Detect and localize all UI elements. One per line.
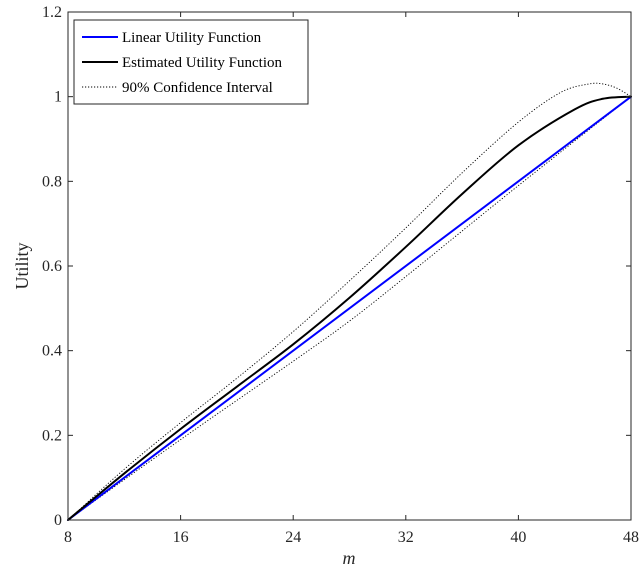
y-tick-label: 0: [54, 512, 62, 529]
y-tick-label: 0.2: [42, 427, 62, 444]
x-tick-label: 40: [510, 529, 526, 546]
y-tick-label: 0.6: [42, 258, 62, 275]
x-axis-title: m: [343, 548, 356, 568]
y-tick-label: 1: [54, 89, 62, 106]
linear-utility-line: [67, 95, 632, 521]
y-axis-title: Utility: [12, 242, 32, 289]
legend-label: 90% Confidence Interval: [122, 80, 273, 96]
legend-label: Estimated Utility Function: [122, 55, 282, 71]
series-layer: [67, 82, 632, 521]
confidence-upper-line: [67, 82, 632, 521]
x-tick-label: 32: [398, 529, 414, 546]
estimated-utility-line: [67, 95, 632, 521]
y-tick-label: 1.2: [42, 4, 62, 21]
confidence-lower-line: [67, 96, 632, 521]
x-tick-label: 16: [173, 529, 189, 546]
x-tick-label: 48: [623, 529, 639, 546]
x-tick-label: 24: [285, 529, 301, 546]
legend-label: Linear Utility Function: [122, 30, 262, 46]
x-tick-label: 8: [64, 529, 72, 546]
y-tick-label: 0.8: [42, 173, 62, 190]
y-tick-label: 0.4: [42, 343, 62, 360]
legend: Linear Utility Function Estimated Utility…: [73, 19, 309, 105]
axes-layer: 8 16 24 32 40 48 0 0.2 0.4 0.6 0.8 1 1.2: [42, 4, 639, 546]
